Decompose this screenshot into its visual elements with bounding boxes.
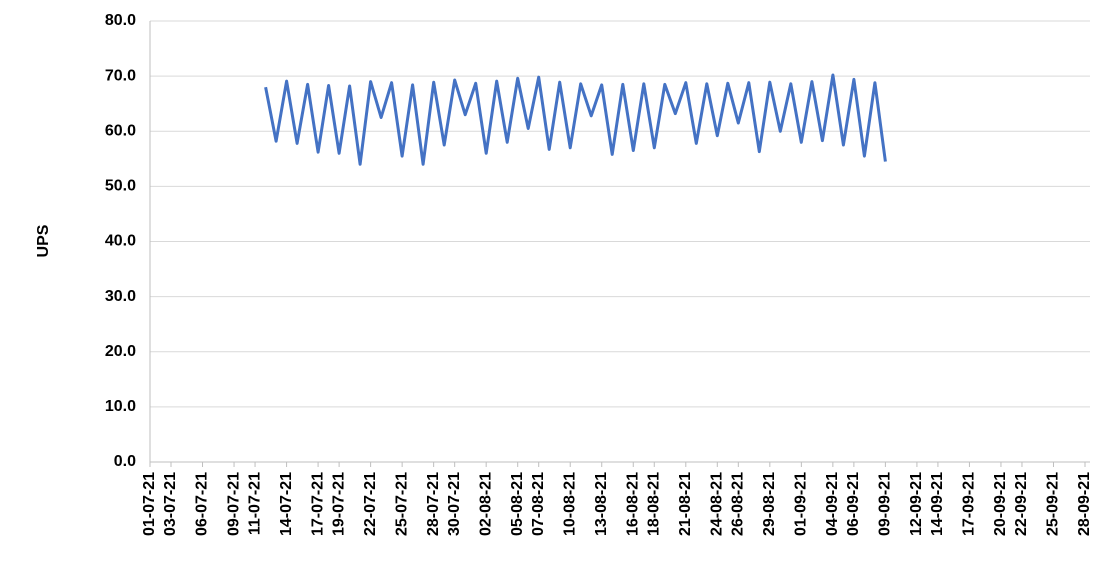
x-tick-label: 28-07-21 (425, 472, 442, 536)
x-tick-label: 22-09-21 (1013, 472, 1030, 536)
x-tick-label: 01-09-21 (793, 472, 810, 536)
x-tick-label: 09-09-21 (877, 472, 894, 536)
x-tick-label: 11-07-21 (246, 472, 263, 535)
y-tick-label: 20.0 (105, 343, 136, 360)
x-tick-label: 06-09-21 (845, 472, 862, 536)
x-tick-label: 18-08-21 (645, 472, 662, 536)
y-tick-label: 80.0 (105, 12, 136, 29)
y-axis-label: UPS (35, 224, 52, 257)
y-tick-label: 70.0 (105, 67, 136, 84)
y-tick-label: 30.0 (105, 288, 136, 305)
x-tick-label: 02-08-21 (477, 472, 494, 536)
y-tick-label: 40.0 (105, 233, 136, 250)
x-tick-label: 14-09-21 (929, 472, 946, 536)
x-tick-label: 30-07-21 (446, 472, 463, 536)
x-tick-label: 29-08-21 (761, 472, 778, 536)
x-tick-label: 20-09-21 (992, 472, 1009, 536)
x-tick-label: 16-08-21 (624, 472, 641, 536)
x-tick-label: 17-09-21 (961, 472, 978, 536)
x-tick-label: 24-08-21 (709, 472, 726, 536)
x-tick-label: 12-09-21 (908, 472, 925, 536)
x-tick-label: 13-08-21 (593, 472, 610, 536)
data-line (264, 73, 887, 166)
x-tick-label: 01-07-21 (141, 472, 158, 536)
x-tick-label: 25-07-21 (393, 472, 410, 536)
x-tick-label: 07-08-21 (530, 472, 547, 536)
x-tick-label: 22-07-21 (362, 472, 379, 536)
x-tick-label: 14-07-21 (278, 472, 295, 536)
x-tick-label: 09-07-21 (225, 472, 242, 536)
y-tick-label: 50.0 (105, 178, 136, 195)
x-tick-label: 05-08-21 (509, 472, 526, 536)
x-tick-label: 06-07-21 (194, 472, 211, 536)
x-tick-label: 28-09-21 (1076, 472, 1093, 536)
x-tick-label: 19-07-21 (330, 472, 347, 536)
y-tick-label: 0.0 (114, 453, 136, 470)
x-tick-label: 17-07-21 (309, 472, 326, 536)
y-tick-label: 10.0 (105, 398, 136, 415)
x-tick-label: 25-09-21 (1045, 472, 1062, 536)
x-tick-label: 03-07-21 (162, 472, 179, 536)
x-tick-label: 26-08-21 (730, 472, 747, 536)
y-tick-label: 60.0 (105, 122, 136, 139)
x-tick-label: 21-08-21 (677, 472, 694, 536)
x-tick-label: 04-09-21 (824, 472, 841, 536)
x-tick-label: 10-08-21 (561, 472, 578, 536)
